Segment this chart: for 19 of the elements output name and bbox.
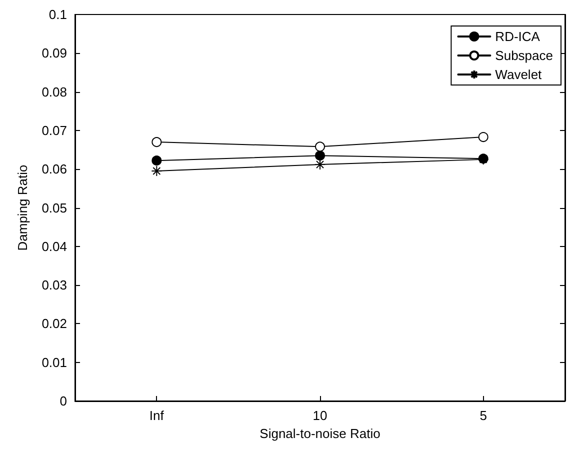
x-tick-label: 5	[480, 408, 487, 423]
y-tick-label: 0.08	[42, 84, 67, 100]
y-tick-label: 0.01	[42, 354, 67, 370]
y-tick-label: 0.09	[42, 46, 67, 61]
legend-label: Subspace	[495, 48, 554, 63]
x-tick-label: Inf	[149, 408, 164, 423]
y-tick-label: 0.07	[42, 122, 67, 138]
y-tick-label: 0.02	[42, 316, 67, 332]
y-axis-title: Damping Ratio	[15, 164, 30, 251]
legend-label: RD-ICA	[495, 29, 540, 44]
y-tick-label: 0.04	[42, 238, 67, 254]
y-tick-label: 0.05	[42, 200, 67, 216]
y-tick-label: 0.1	[48, 7, 67, 22]
x-tick-label: 10	[312, 408, 328, 423]
y-tick-label: 0.03	[42, 278, 67, 293]
y-tick-label: 0	[60, 394, 67, 408]
legend-label: Wavelet	[495, 67, 542, 82]
y-tick-label: 0.06	[42, 162, 67, 177]
x-axis-title: Signal-to-noise Ratio	[260, 426, 380, 441]
